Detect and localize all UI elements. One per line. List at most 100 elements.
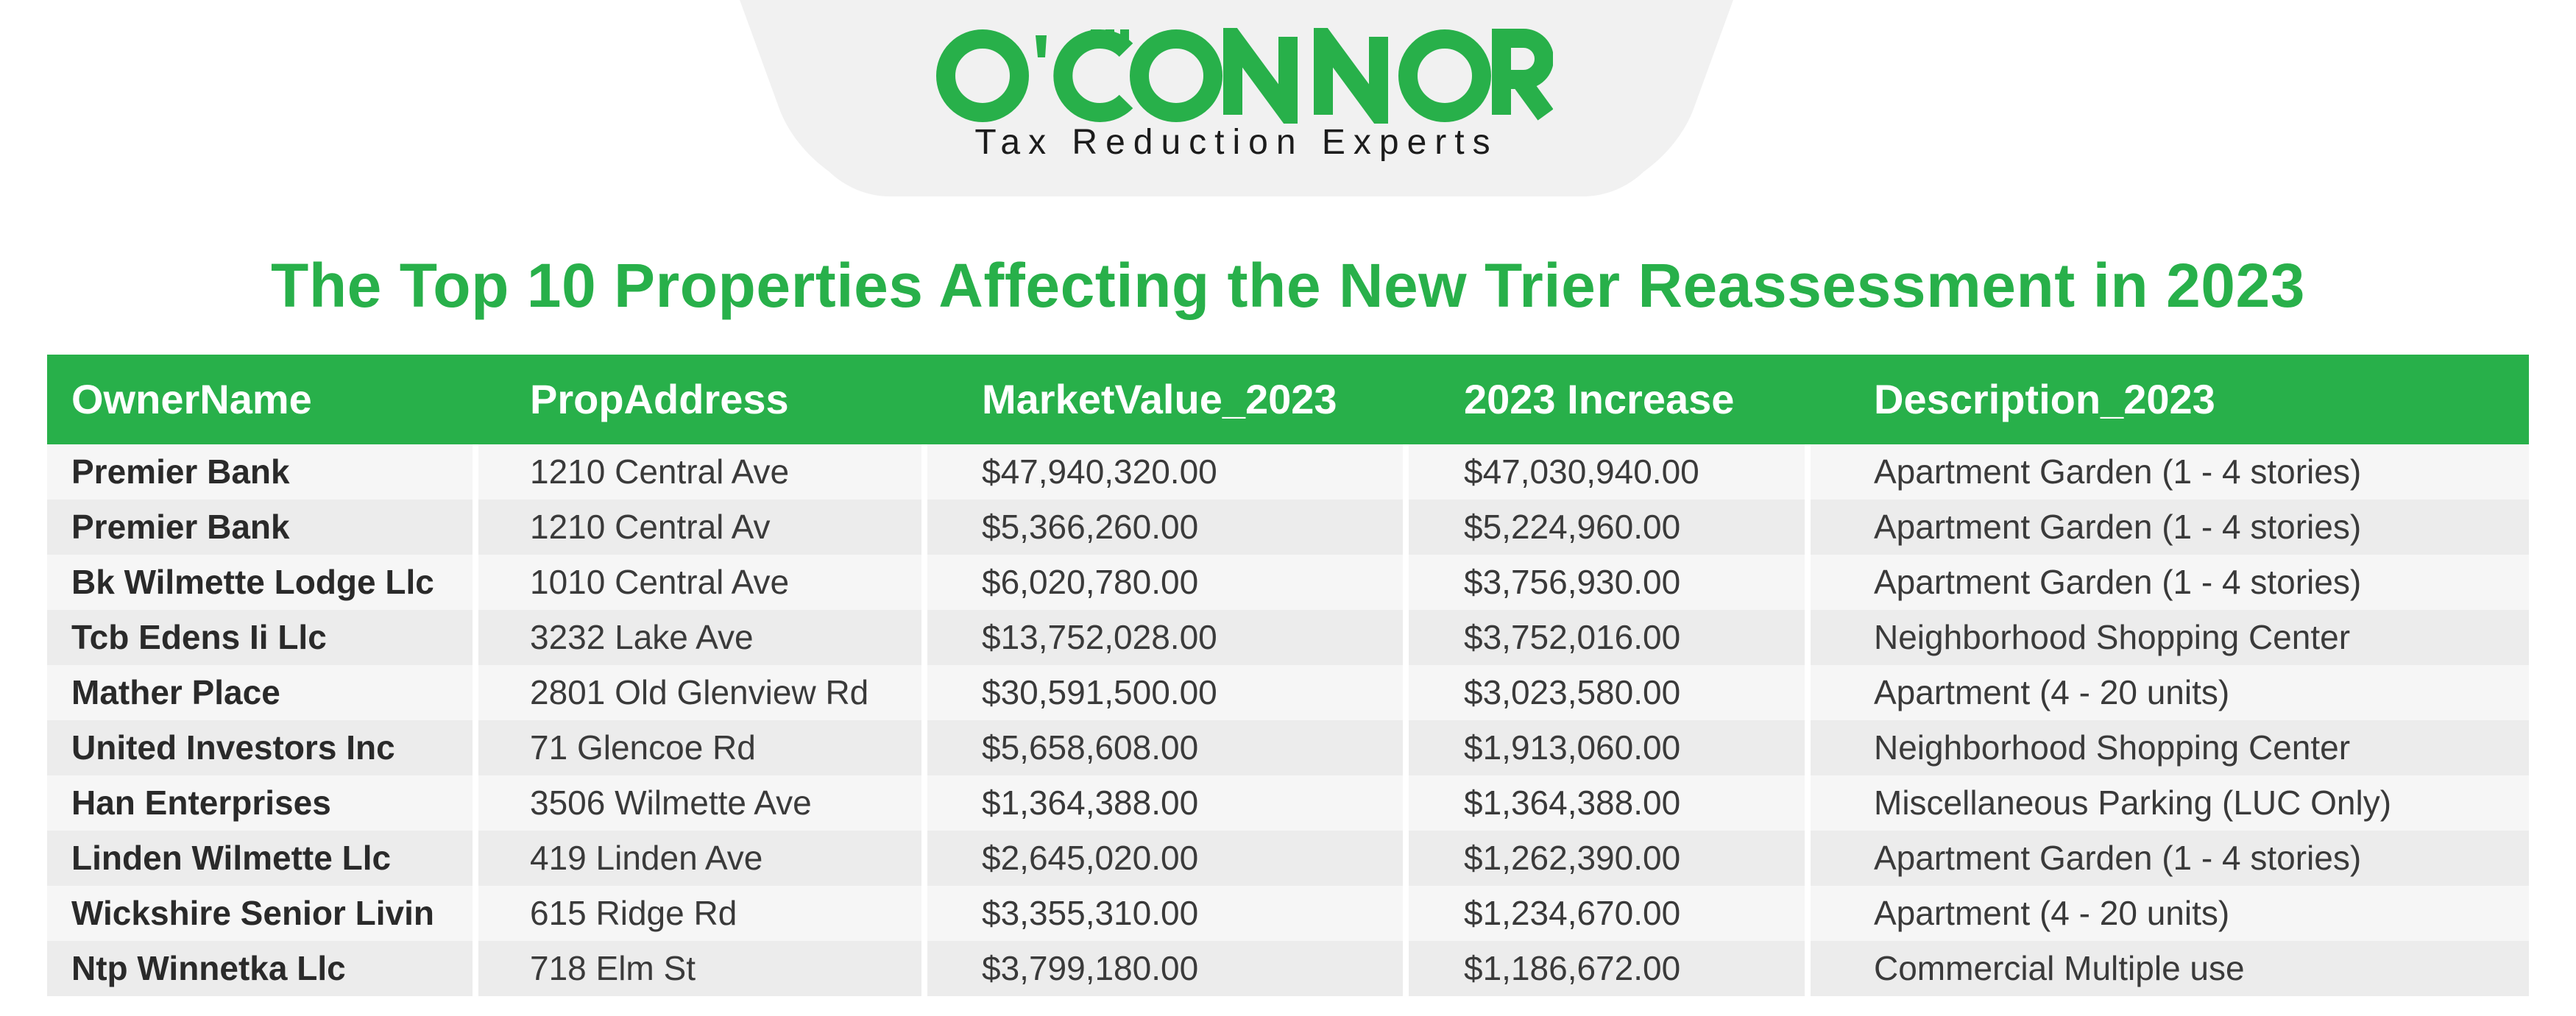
description-cell: Commercial Multiple use <box>1874 949 2245 987</box>
column-divider <box>921 555 927 610</box>
increase-cell: $1,234,670.00 <box>1464 894 1681 932</box>
table-row: United Investors Inc 71 Glencoe Rd $5,658,… <box>47 720 2529 775</box>
column-divider <box>473 831 478 886</box>
increase-cell: $47,030,940.00 <box>1464 452 1699 491</box>
column-divider <box>473 555 478 610</box>
market-value-cell: $5,366,260.00 <box>982 508 1199 546</box>
column-header-increase: 2023 Increase <box>1464 376 1735 422</box>
owner-name-cell: Wickshire Senior Livin <box>71 894 434 932</box>
description-cell: Miscellaneous Parking (LUC Only) <box>1874 784 2392 822</box>
table-row: Ntp Winnetka Llc 718 Elm St $3,799,180.00 $… <box>47 941 2529 996</box>
column-divider <box>921 610 927 665</box>
description-cell: Neighborhood Shopping Center <box>1874 618 2351 656</box>
description-cell: Apartment Garden (1 - 4 stories) <box>1874 508 2362 546</box>
market-value-cell: $30,591,500.00 <box>982 673 1217 711</box>
column-header-prop-address: PropAddress <box>530 376 789 422</box>
table-row: Tcb Edens Ii Llc 3232 Lake Ave $13,752,028… <box>47 610 2529 665</box>
description-cell: Apartment Garden (1 - 4 stories) <box>1874 452 2362 491</box>
owner-name-cell: Tcb Edens Ii Llc <box>71 618 327 656</box>
column-divider <box>921 941 927 996</box>
column-header-owner-name: OwnerName <box>71 376 312 422</box>
column-divider <box>1403 941 1409 996</box>
logo-letter-o-2 <box>1130 29 1222 122</box>
market-value-cell: $13,752,028.00 <box>982 618 1217 656</box>
logo-letter-o-3 <box>1398 29 1491 122</box>
column-divider <box>1403 665 1409 720</box>
column-divider <box>473 444 478 500</box>
description-cell: Apartment Garden (1 - 4 stories) <box>1874 839 2362 877</box>
market-value-cell: $6,020,780.00 <box>982 563 1199 601</box>
table-row: Premier Bank 1210 Central Ave $47,940,320.… <box>47 444 2529 500</box>
column-divider <box>473 886 478 941</box>
column-divider <box>1805 610 1811 665</box>
column-divider <box>1403 886 1409 941</box>
table-row: Han Enterprises 3506 Wilmette Ave $1,364,3… <box>47 775 2529 831</box>
description-cell: Apartment Garden (1 - 4 stories) <box>1874 563 2362 601</box>
owner-name-cell: Premier Bank <box>71 452 290 491</box>
column-divider <box>1805 665 1811 720</box>
description-cell: Neighborhood Shopping Center <box>1874 728 2351 767</box>
increase-cell: $1,913,060.00 <box>1464 728 1681 767</box>
table-row: Mather Place 2801 Old Glenview Rd $30,591,… <box>47 665 2529 720</box>
column-header-market-value: MarketValue_2023 <box>982 376 1337 422</box>
column-divider <box>921 444 927 500</box>
market-value-cell: $3,799,180.00 <box>982 949 1199 987</box>
properties-table: OwnerName PropAddress MarketValue_2023 2… <box>47 355 2529 996</box>
column-divider <box>1403 831 1409 886</box>
column-divider <box>473 665 478 720</box>
column-divider <box>473 610 478 665</box>
column-divider <box>1403 500 1409 555</box>
column-divider <box>921 831 927 886</box>
owner-name-cell: Han Enterprises <box>71 784 331 822</box>
column-divider <box>921 500 927 555</box>
increase-cell: $5,224,960.00 <box>1464 508 1681 546</box>
brand-tagline: Tax Reduction Experts <box>974 123 1498 162</box>
key-teeth-icon <box>1091 29 1129 40</box>
column-divider <box>1805 941 1811 996</box>
logo-letter-r <box>1492 29 1553 121</box>
column-divider <box>1403 444 1409 500</box>
owner-name-cell: Mather Place <box>71 673 280 711</box>
owner-name-cell: Bk Wilmette Lodge Llc <box>71 563 434 601</box>
table-row: Bk Wilmette Lodge Llc 1010 Central Ave $6,… <box>47 555 2529 610</box>
increase-cell: $1,186,672.00 <box>1464 949 1681 987</box>
prop-address-cell: 419 Linden Ave <box>530 839 763 877</box>
table-header-row: OwnerName PropAddress MarketValue_2023 2… <box>47 355 2529 444</box>
column-divider <box>1403 555 1409 610</box>
column-divider <box>473 775 478 831</box>
column-divider <box>473 500 478 555</box>
column-divider <box>921 775 927 831</box>
prop-address-cell: 2801 Old Glenview Rd <box>530 673 869 711</box>
prop-address-cell: 1210 Central Av <box>530 508 771 546</box>
column-divider <box>1403 775 1409 831</box>
column-divider <box>473 720 478 775</box>
column-divider <box>1805 886 1811 941</box>
market-value-cell: $2,645,020.00 <box>982 839 1199 877</box>
market-value-cell: $1,364,388.00 <box>982 784 1199 822</box>
prop-address-cell: 615 Ridge Rd <box>530 894 737 932</box>
prop-address-cell: 1210 Central Ave <box>530 452 790 491</box>
column-divider <box>1805 500 1811 555</box>
prop-address-cell: 3232 Lake Ave <box>530 618 754 656</box>
increase-cell: $3,023,580.00 <box>1464 673 1681 711</box>
logo-letter-c-key <box>1053 29 1133 122</box>
owner-name-cell: Ntp Winnetka Llc <box>71 949 346 987</box>
table-row: Linden Wilmette Llc 419 Linden Ave $2,645,… <box>47 831 2529 886</box>
oconnor-logo <box>936 28 1553 124</box>
logo-letter-o <box>936 29 1029 122</box>
page-title: The Top 10 Properties Affecting the New … <box>271 251 2305 320</box>
column-divider <box>473 941 478 996</box>
logo-letter-n-2 <box>1314 28 1388 124</box>
column-divider <box>1403 610 1409 665</box>
increase-cell: $1,364,388.00 <box>1464 784 1681 822</box>
column-divider <box>1805 831 1811 886</box>
description-cell: Apartment (4 - 20 units) <box>1874 673 2230 711</box>
column-divider <box>1403 720 1409 775</box>
owner-name-cell: Linden Wilmette Llc <box>71 839 392 877</box>
column-divider <box>921 720 927 775</box>
table-body: Premier Bank 1210 Central Ave $47,940,320.… <box>47 444 2529 996</box>
column-header-description: Description_2023 <box>1874 376 2215 422</box>
increase-cell: $1,262,390.00 <box>1464 839 1681 877</box>
prop-address-cell: 718 Elm St <box>530 949 696 987</box>
owner-name-cell: United Investors Inc <box>71 728 395 767</box>
